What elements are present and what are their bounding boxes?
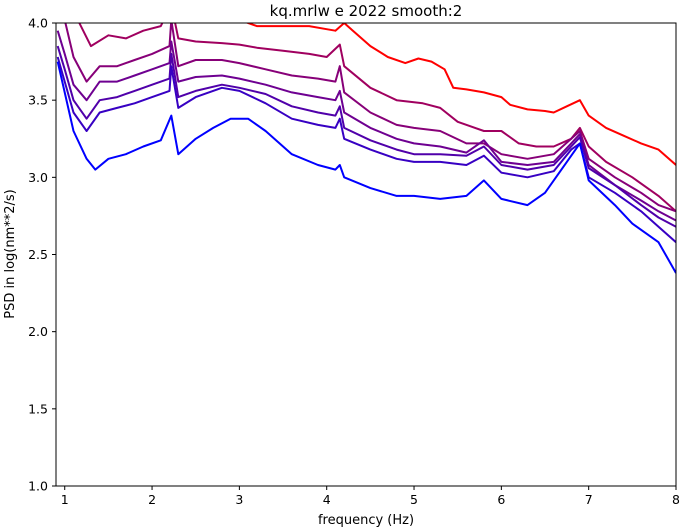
series-line-4	[56, 30, 676, 222]
chart-title: kq.mrlw e 2022 smooth:2	[270, 2, 463, 20]
series-line-3	[64, 23, 676, 213]
series-layer	[56, 23, 676, 274]
x-tick-label: 8	[672, 492, 680, 507]
y-axis-label: PSD in log(nm**2/s)	[3, 189, 18, 319]
x-axis: 1 2 3 4 5 6 7 8	[61, 486, 680, 507]
x-tick-label: 1	[61, 492, 69, 507]
series-line-7	[56, 61, 676, 274]
y-tick-label: 2.0	[28, 324, 48, 339]
y-tick-label: 1.0	[28, 479, 48, 494]
series-line-2	[78, 23, 676, 213]
series-line-5	[56, 45, 676, 228]
y-tick-label: 3.0	[28, 170, 48, 185]
y-tick-label: 2.5	[28, 247, 48, 262]
x-tick-label: 5	[410, 492, 418, 507]
x-tick-label: 7	[585, 492, 593, 507]
y-tick-label: 1.5	[28, 401, 48, 416]
x-tick-label: 2	[148, 492, 156, 507]
y-tick-label: 4.0	[28, 16, 48, 31]
x-tick-label: 6	[497, 492, 505, 507]
y-axis: 1.0 1.5 2.0 2.5 3.0 3.5 4.0	[28, 16, 56, 494]
y-tick-label: 3.5	[28, 93, 48, 108]
series-line-6	[56, 56, 676, 243]
x-axis-label: frequency (Hz)	[318, 513, 414, 528]
series-line-1	[245, 23, 676, 166]
x-tick-label: 4	[323, 492, 331, 507]
x-tick-label: 3	[235, 492, 243, 507]
